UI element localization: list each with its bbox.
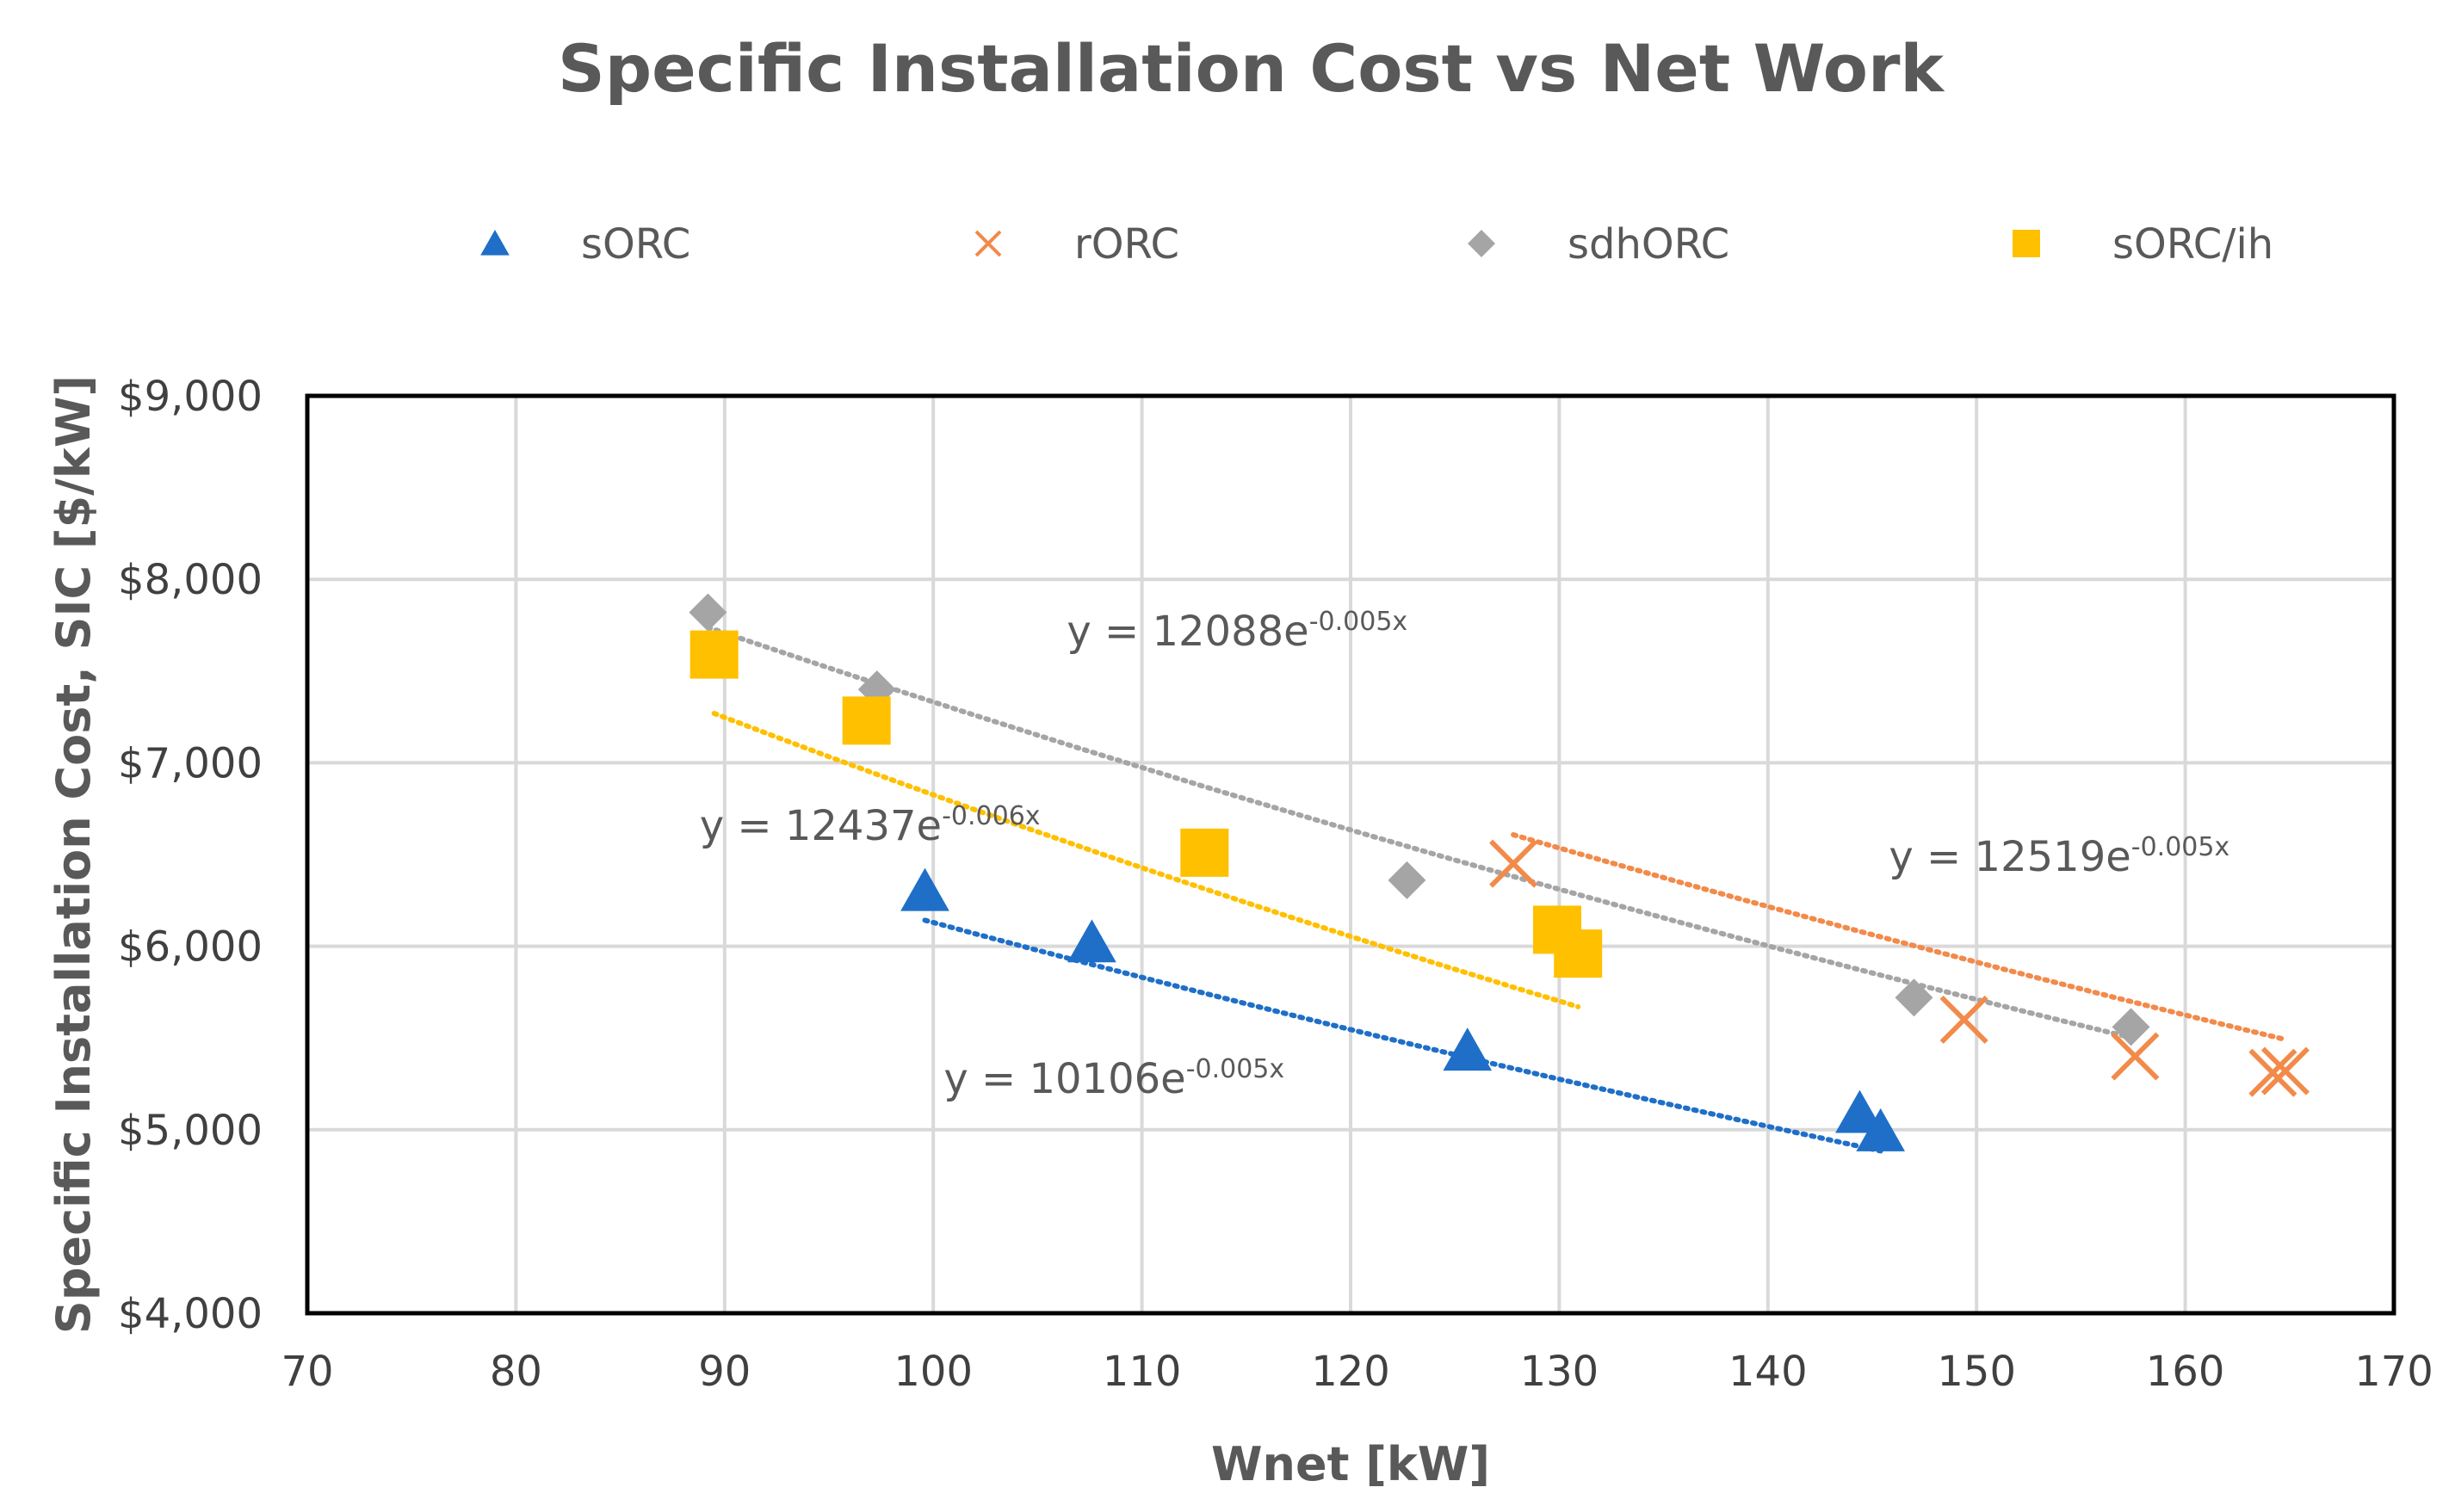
y-tick-label-9000: $9,000 (118, 373, 263, 421)
x-tick-label-160: 160 (2146, 1348, 2225, 1396)
tick-labels: 70 80 90 100 110 120 130 140 150 160 170 $4,000 $5,0… (118, 373, 2433, 1396)
trendline-sorc (922, 917, 1883, 1154)
y-tick-label-4000: $4,000 (118, 1290, 263, 1338)
x-tick-label-100: 100 (894, 1348, 973, 1396)
x-tick-label-150: 150 (1937, 1348, 2016, 1396)
point-sdhorc-3 (1388, 861, 1426, 899)
point-sdhorc-5 (2112, 1008, 2150, 1046)
point-rorc-3 (2111, 1032, 2160, 1081)
legend-marker-sorc-ih (2013, 230, 2040, 257)
y-tick-label-7000: $7,000 (118, 739, 263, 787)
point-sorc-ih-2 (842, 696, 891, 745)
equation-exponent-sorc-ih: -0.006x (942, 801, 1040, 831)
point-sorc-4 (1835, 1089, 1884, 1133)
legend-label-sdhorc: sdhORC (1568, 220, 1729, 268)
equation-sdhorc: y = 12088e-0.005x (1067, 607, 1407, 656)
trendline-rorc (1511, 832, 2288, 1042)
point-rorc-5 (2260, 1046, 2310, 1095)
chart-title: Specific Installation Cost vs Net Work (558, 30, 1945, 107)
legend-label-sorc: sORC (581, 220, 690, 268)
equation-exponent-rorc: -0.005x (2131, 832, 2229, 862)
legend-label-rorc: rORC (1074, 220, 1179, 268)
legend-label-sorc-ih: sORC/ih (2112, 220, 2273, 268)
x-tick-label-80: 80 (490, 1348, 542, 1396)
equation-exponent-sorc: -0.005x (1186, 1054, 1284, 1084)
point-rorc-1 (1489, 839, 1538, 888)
data-points (689, 593, 2310, 1151)
x-tick-label-90: 90 (698, 1348, 751, 1396)
point-sorc-ih-3 (1180, 828, 1229, 877)
trendline-sorc-ih (711, 711, 1581, 1009)
point-rorc-4 (2248, 1048, 2297, 1097)
point-rorc-2 (1939, 995, 1988, 1044)
legend-marker-rorc (974, 230, 1002, 257)
legend: sORC rORC sdhORC sORC/ih (480, 220, 2273, 268)
x-tick-label-110: 110 (1103, 1348, 1182, 1396)
y-tick-label-8000: $8,000 (118, 556, 263, 604)
point-sorc-5 (1856, 1108, 1906, 1151)
equation-exponent-sdhorc: -0.005x (1309, 607, 1407, 637)
point-sorc-1 (900, 867, 949, 911)
x-axis-title: Wnet [kW] (1211, 1437, 1490, 1491)
x-tick-label-170: 170 (2354, 1348, 2433, 1396)
y-tick-label-6000: $6,000 (118, 923, 263, 972)
plot-area-border (305, 393, 2396, 1316)
x-tick-label-140: 140 (1728, 1348, 1808, 1396)
x-tick-label-120: 120 (1311, 1348, 1390, 1396)
x-tick-label-70: 70 (281, 1348, 333, 1396)
trendline-sdhorc (705, 624, 2134, 1040)
point-sdhorc-1 (689, 593, 727, 632)
x-tick-label-130: 130 (1520, 1348, 1599, 1396)
point-sdhorc-4 (1895, 978, 1933, 1017)
y-tick-label-5000: $5,000 (118, 1107, 263, 1155)
legend-marker-sorc (480, 230, 510, 256)
y-axis-title: Specific Installation Cost, SIC [$/kW] (46, 375, 101, 1334)
point-sorc-2 (1067, 919, 1116, 963)
point-sorc-3 (1443, 1028, 1493, 1071)
point-sorc-ih-1 (690, 630, 739, 679)
legend-marker-sdhorc (1468, 230, 1495, 257)
point-sorc-ih-5 (1554, 929, 1603, 978)
trendlines (705, 624, 2288, 1154)
